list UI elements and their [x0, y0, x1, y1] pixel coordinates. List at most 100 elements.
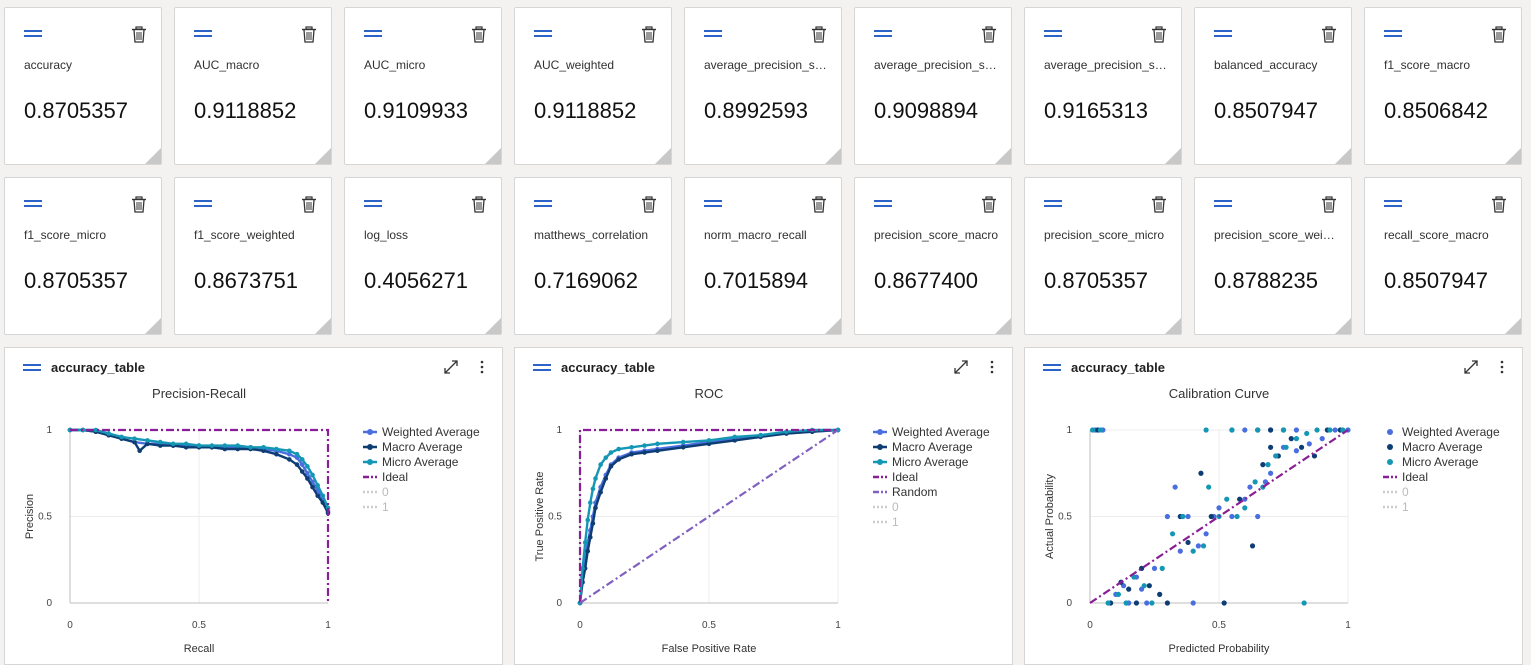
metric-tile[interactable]: log_loss 0.4056271 [344, 177, 502, 335]
metric-tile[interactable]: precision_score_macro 0.8677400 [854, 177, 1012, 335]
drag-handle-icon[interactable] [533, 364, 551, 372]
drag-handle-icon[interactable] [1044, 200, 1062, 208]
resize-handle-icon[interactable] [995, 148, 1011, 164]
drag-handle-icon[interactable] [534, 200, 552, 208]
trash-icon[interactable] [1321, 26, 1337, 44]
drag-handle-icon[interactable] [194, 200, 212, 208]
resize-handle-icon[interactable] [1505, 148, 1521, 164]
metric-tile[interactable]: average_precision_sco... 0.8992593 [684, 7, 842, 165]
expand-icon[interactable] [953, 359, 969, 375]
resize-handle-icon[interactable] [655, 148, 671, 164]
resize-handle-icon[interactable] [485, 318, 501, 334]
legend-item[interactable]: Random [873, 485, 937, 499]
trash-icon[interactable] [301, 26, 317, 44]
trash-icon[interactable] [471, 196, 487, 214]
metric-tile[interactable]: f1_score_weighted 0.8673751 [174, 177, 332, 335]
metric-tile[interactable]: matthews_correlation 0.7169062 [514, 177, 672, 335]
legend-item[interactable]: 1 [873, 515, 899, 529]
resize-handle-icon[interactable] [145, 318, 161, 334]
resize-handle-icon[interactable] [1335, 148, 1351, 164]
resize-handle-icon[interactable] [145, 148, 161, 164]
metric-tile[interactable]: AUC_macro 0.9118852 [174, 7, 332, 165]
drag-handle-icon[interactable] [874, 200, 892, 208]
trash-icon[interactable] [981, 196, 997, 214]
legend-item[interactable]: Macro Average [873, 440, 973, 454]
legend-item[interactable]: Micro Average [873, 455, 969, 469]
metric-tile[interactable]: precision_score_weigh... 0.8788235 [1194, 177, 1352, 335]
metric-tile[interactable]: average_precision_sco... 0.9098894 [854, 7, 1012, 165]
drag-handle-icon[interactable] [194, 30, 212, 38]
metric-tile[interactable]: AUC_weighted 0.9118852 [514, 7, 672, 165]
legend-item[interactable]: Weighted Average [1387, 425, 1500, 439]
drag-handle-icon[interactable] [1384, 200, 1402, 208]
expand-icon[interactable] [443, 359, 459, 375]
legend-item[interactable]: Micro Average [1387, 455, 1479, 469]
trash-icon[interactable] [1151, 26, 1167, 44]
drag-handle-icon[interactable] [1384, 30, 1402, 38]
drag-handle-icon[interactable] [1044, 30, 1062, 38]
resize-handle-icon[interactable] [1505, 318, 1521, 334]
more-options-icon[interactable] [478, 359, 486, 375]
trash-icon[interactable] [131, 196, 147, 214]
trash-icon[interactable] [301, 196, 317, 214]
legend-item[interactable]: Ideal [873, 470, 918, 484]
metric-tile[interactable]: accuracy 0.8705357 [4, 7, 162, 165]
trash-icon[interactable] [811, 26, 827, 44]
resize-handle-icon[interactable] [1165, 148, 1181, 164]
resize-handle-icon[interactable] [655, 318, 671, 334]
legend-item[interactable]: 1 [1383, 500, 1409, 514]
drag-handle-icon[interactable] [704, 200, 722, 208]
metric-tile[interactable]: balanced_accuracy 0.8507947 [1194, 7, 1352, 165]
trash-icon[interactable] [1151, 196, 1167, 214]
metric-tile[interactable]: precision_score_micro 0.8705357 [1024, 177, 1182, 335]
legend-item[interactable]: Macro Average [1387, 440, 1483, 454]
metric-tile[interactable]: norm_macro_recall 0.7015894 [684, 177, 842, 335]
drag-handle-icon[interactable] [874, 30, 892, 38]
legend-item[interactable]: Macro Average [363, 440, 463, 454]
metric-tile[interactable]: AUC_micro 0.9109933 [344, 7, 502, 165]
trash-icon[interactable] [981, 26, 997, 44]
trash-icon[interactable] [1321, 196, 1337, 214]
legend-item[interactable]: Micro Average [363, 455, 459, 469]
resize-handle-icon[interactable] [1165, 318, 1181, 334]
legend-item[interactable]: 0 [363, 485, 389, 499]
legend-item[interactable]: Weighted Average [873, 425, 990, 439]
resize-handle-icon[interactable] [485, 148, 501, 164]
expand-icon[interactable] [1463, 359, 1479, 375]
trash-icon[interactable] [811, 196, 827, 214]
drag-handle-icon[interactable] [1214, 200, 1232, 208]
more-options-icon[interactable] [988, 359, 996, 375]
more-options-icon[interactable] [1498, 359, 1506, 375]
metric-tile[interactable]: recall_score_macro 0.8507947 [1364, 177, 1522, 335]
legend-item[interactable]: 1 [363, 500, 389, 514]
resize-handle-icon[interactable] [825, 318, 841, 334]
legend-item[interactable]: Ideal [1383, 470, 1428, 484]
trash-icon[interactable] [1491, 196, 1507, 214]
metric-tile[interactable]: f1_score_macro 0.8506842 [1364, 7, 1522, 165]
resize-handle-icon[interactable] [315, 148, 331, 164]
drag-handle-icon[interactable] [24, 30, 42, 38]
resize-handle-icon[interactable] [315, 318, 331, 334]
resize-handle-icon[interactable] [825, 148, 841, 164]
trash-icon[interactable] [1491, 26, 1507, 44]
drag-handle-icon[interactable] [1043, 364, 1061, 372]
legend-item[interactable]: 0 [873, 500, 899, 514]
trash-icon[interactable] [131, 26, 147, 44]
drag-handle-icon[interactable] [704, 30, 722, 38]
drag-handle-icon[interactable] [534, 30, 552, 38]
trash-icon[interactable] [641, 26, 657, 44]
legend-item[interactable]: Ideal [363, 470, 408, 484]
metric-tile[interactable]: f1_score_micro 0.8705357 [4, 177, 162, 335]
resize-handle-icon[interactable] [1335, 318, 1351, 334]
metric-tile[interactable]: average_precision_sco... 0.9165313 [1024, 7, 1182, 165]
drag-handle-icon[interactable] [23, 364, 41, 372]
resize-handle-icon[interactable] [995, 318, 1011, 334]
trash-icon[interactable] [641, 196, 657, 214]
drag-handle-icon[interactable] [364, 200, 382, 208]
drag-handle-icon[interactable] [24, 200, 42, 208]
legend-item[interactable]: 0 [1383, 485, 1409, 499]
legend-item[interactable]: Weighted Average [363, 425, 480, 439]
drag-handle-icon[interactable] [1214, 30, 1232, 38]
drag-handle-icon[interactable] [364, 30, 382, 38]
trash-icon[interactable] [471, 26, 487, 44]
